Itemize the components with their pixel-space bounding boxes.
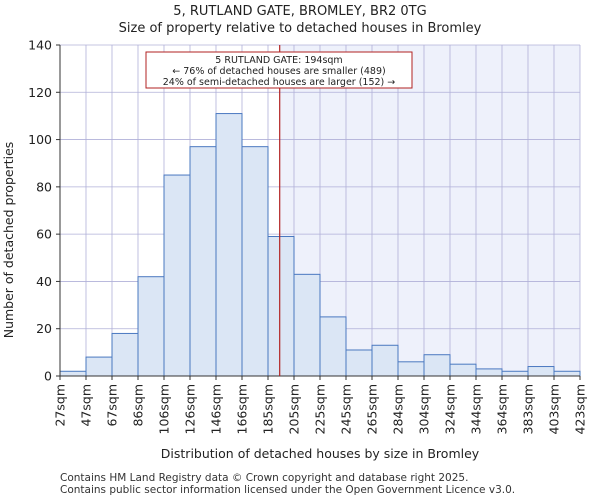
x-tick-label: 146sqm [209, 384, 224, 434]
y-tick-label: 80 [36, 179, 52, 194]
x-tick-label: 166sqm [235, 384, 250, 434]
x-tick-label: 324sqm [443, 384, 458, 434]
x-tick-label: 423sqm [573, 384, 588, 434]
x-tick-label: 364sqm [495, 384, 510, 434]
x-tick-label: 344sqm [469, 384, 484, 434]
y-axis-label: Number of detached properties [1, 142, 16, 339]
x-tick-label: 67sqm [105, 384, 120, 427]
histogram-bar [501, 370, 529, 377]
chart-title: 5, RUTLAND GATE, BROMLEY, BR2 0TG [173, 4, 427, 19]
annotation-box [145, 51, 413, 89]
chart-axes: 0 20 40 60 80 100 120 140 27sqm 47sqm 67sqm 86sqm 10… [28, 38, 587, 435]
histogram-bar [111, 332, 139, 377]
histogram-bar [215, 113, 243, 377]
histogram-bar [475, 368, 503, 377]
annotation-line-2: ← 76% of detached houses are smaller (48… [172, 66, 385, 77]
histogram-bar [163, 174, 191, 377]
histogram-bar [241, 146, 269, 377]
y-tick-label: 140 [28, 38, 52, 53]
chart-marker: 5 RUTLAND GATE: 194sqm← 76% of detached … [145, 45, 413, 376]
histogram-bar [85, 356, 113, 377]
x-tick-label: 403sqm [547, 384, 562, 434]
histogram-bar [371, 344, 399, 377]
x-tick-label: 245sqm [339, 384, 354, 434]
x-tick-label: 225sqm [313, 384, 328, 434]
y-tick-label: 0 [44, 369, 52, 384]
y-tick-label: 40 [36, 274, 52, 289]
x-tick-label: 185sqm [261, 384, 276, 434]
histogram-bar [449, 363, 477, 377]
x-tick-label: 27sqm [53, 384, 68, 427]
x-axis-label: Distribution of detached houses by size … [161, 446, 480, 461]
annotation-line-3: 24% of semi-detached houses are larger (… [163, 77, 396, 88]
footer-copyright: Contains HM Land Registry data © Crown c… [60, 472, 469, 484]
y-tick-label: 20 [36, 321, 52, 336]
y-tick-label: 100 [28, 132, 52, 147]
histogram-bar [553, 370, 581, 377]
histogram-bar [59, 370, 87, 377]
histogram-bar [319, 316, 347, 377]
histogram-bar [527, 366, 555, 377]
y-tick-label: 60 [36, 227, 52, 242]
annotation-line-1: 5 RUTLAND GATE: 194sqm [215, 55, 342, 66]
histogram-bar [345, 349, 373, 377]
histogram-bar [137, 276, 165, 377]
histogram-bar [267, 236, 295, 377]
x-tick-label: 47sqm [79, 384, 94, 427]
x-tick-label: 86sqm [131, 384, 146, 427]
histogram-bar [397, 361, 425, 377]
footer-licence: Contains public sector information licen… [60, 484, 516, 496]
y-tick-label: 120 [28, 85, 52, 100]
x-tick-label: 126sqm [183, 384, 198, 434]
histogram-bar [293, 273, 321, 377]
histogram-bar [189, 146, 217, 377]
x-tick-label: 265sqm [365, 384, 380, 434]
x-tick-label: 284sqm [391, 384, 406, 434]
chart-subtitle: Size of property relative to detached ho… [118, 21, 482, 36]
x-tick-label: 383sqm [521, 384, 536, 434]
histogram-bar [423, 354, 451, 377]
x-tick-label: 304sqm [417, 384, 432, 434]
x-tick-label: 205sqm [287, 384, 302, 434]
x-tick-label: 106sqm [157, 384, 172, 434]
